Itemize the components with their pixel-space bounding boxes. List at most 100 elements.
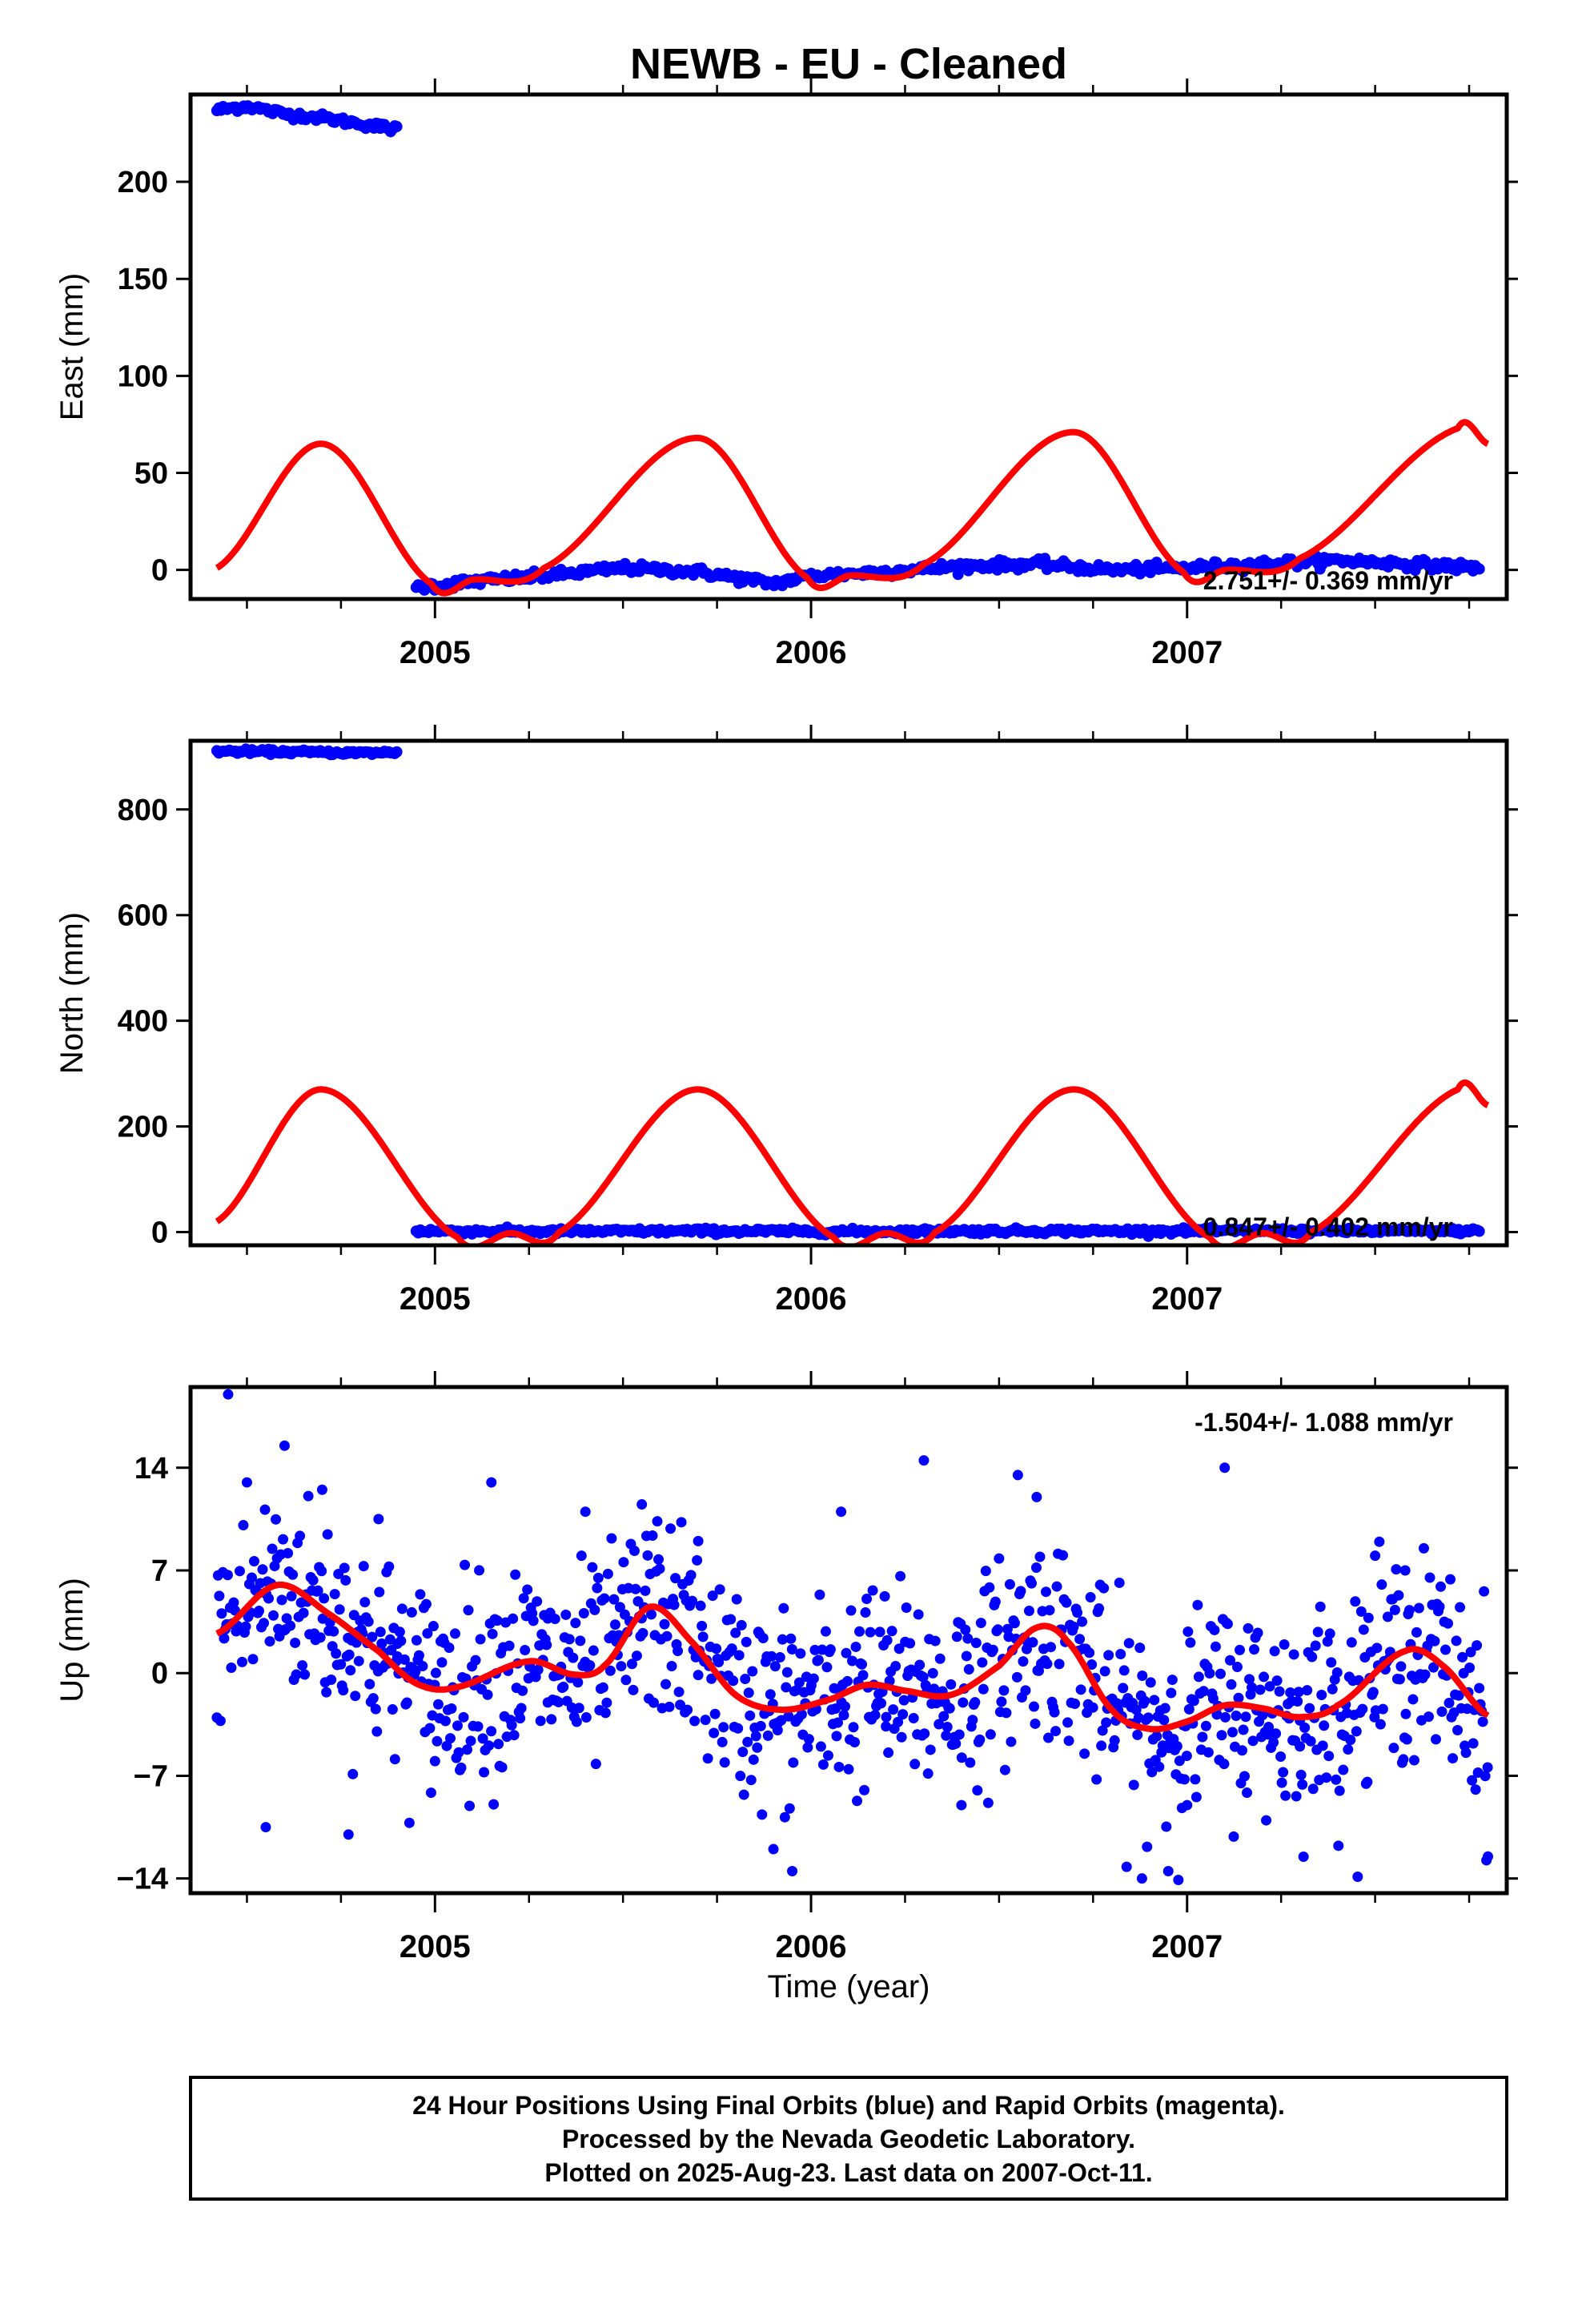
- data-point: [1278, 1767, 1289, 1778]
- data-point: [1457, 1651, 1468, 1663]
- data-point: [1209, 1624, 1220, 1635]
- data-point: [998, 1685, 1010, 1696]
- panel-frame: [188, 92, 1509, 601]
- data-point: [564, 1634, 575, 1645]
- data-point: [404, 1817, 415, 1828]
- data-point: [626, 1659, 637, 1670]
- data-point: [576, 1550, 587, 1562]
- data-point: [861, 1594, 873, 1605]
- data-point: [954, 1729, 965, 1740]
- data-point: [978, 1683, 989, 1695]
- data-point: [609, 1619, 620, 1630]
- data-point: [452, 1720, 463, 1731]
- data-point: [1389, 1604, 1400, 1615]
- data-point: [860, 1607, 871, 1618]
- x-tick-label-up: 2007: [1151, 1929, 1223, 1964]
- data-point: [990, 1596, 1001, 1607]
- data-point: [778, 1602, 789, 1614]
- data-point: [967, 1715, 978, 1726]
- data-point: [774, 1652, 785, 1663]
- data-point: [387, 1704, 398, 1715]
- data-point: [1321, 1772, 1332, 1783]
- data-point: [456, 1762, 467, 1773]
- data-point: [1219, 1759, 1230, 1770]
- data-point: [994, 1553, 1005, 1564]
- data-point: [600, 1707, 611, 1719]
- data-point: [604, 1665, 616, 1676]
- data-point: [648, 1697, 660, 1708]
- data-point: [661, 1679, 672, 1690]
- data-point: [927, 1667, 938, 1679]
- data-point: [541, 1639, 552, 1651]
- data-point: [788, 1757, 799, 1768]
- data-point: [1227, 1727, 1238, 1738]
- rate-label-up: -1.504+/- 1.088 mm/yr: [1195, 1408, 1453, 1437]
- data-point: [1452, 1724, 1464, 1735]
- model-curve: [215, 1079, 1490, 1245]
- data-point: [1087, 1702, 1098, 1713]
- data-point: [725, 1614, 737, 1625]
- data-point: [214, 1590, 225, 1602]
- data-point: [1197, 1731, 1208, 1743]
- data-point: [319, 1593, 330, 1604]
- data-point: [1109, 1735, 1120, 1746]
- data-point: [1310, 1640, 1321, 1651]
- data-point: [449, 1628, 460, 1639]
- data-point: [962, 1633, 974, 1644]
- data-point: [838, 1710, 849, 1721]
- data-point: [1023, 1605, 1034, 1616]
- data-point: [1411, 1626, 1422, 1638]
- data-point: [1072, 1607, 1083, 1618]
- data-point: [974, 1734, 986, 1745]
- data-point: [982, 1797, 994, 1808]
- data-point: [222, 1570, 233, 1581]
- data-point: [1188, 1695, 1199, 1707]
- data-point: [528, 1615, 539, 1626]
- data-point: [673, 1687, 685, 1698]
- data-point: [1231, 1710, 1242, 1721]
- data-point: [1407, 1694, 1419, 1705]
- data-point: [364, 1679, 375, 1690]
- data-point: [1268, 1737, 1279, 1748]
- data-point: [726, 1643, 737, 1655]
- data-point: [802, 1742, 813, 1753]
- data-point: [1401, 1734, 1412, 1745]
- data-point: [781, 1682, 792, 1693]
- data-point: [1324, 1628, 1335, 1639]
- data-point: [359, 1597, 371, 1608]
- data-point: [942, 1722, 953, 1733]
- data-point: [1351, 1726, 1362, 1737]
- data-point: [1002, 1623, 1013, 1634]
- data-point: [472, 1721, 484, 1732]
- data-point: [1137, 1671, 1148, 1682]
- data-point: [676, 1517, 687, 1528]
- data-point: [865, 1626, 876, 1638]
- data-point: [298, 1607, 309, 1618]
- data-point: [1395, 1661, 1407, 1672]
- data-point: [592, 1582, 603, 1594]
- data-point: [549, 1614, 560, 1625]
- data-point: [620, 1675, 632, 1686]
- data-point: [1455, 1602, 1466, 1613]
- data-point: [440, 1715, 451, 1727]
- data-point: [279, 1440, 290, 1451]
- data-point: [287, 1569, 299, 1580]
- data-point: [1094, 1603, 1105, 1614]
- data-point: [1243, 1622, 1254, 1634]
- data-point: [1291, 1791, 1302, 1802]
- data-point: [373, 1514, 384, 1525]
- data-point: [859, 1784, 870, 1795]
- data-point: [241, 1477, 252, 1488]
- data-point: [328, 1626, 339, 1637]
- data-point: [575, 1635, 586, 1647]
- data-point: [285, 1620, 296, 1631]
- data-point: [822, 1750, 833, 1761]
- data-point: [653, 1554, 665, 1565]
- data-point: [1472, 1640, 1483, 1651]
- data-point: [1480, 1771, 1491, 1782]
- data-point: [383, 1561, 395, 1572]
- data-point: [1473, 563, 1485, 575]
- x-axis-label: Time (year): [768, 1969, 930, 2004]
- data-point: [479, 1767, 490, 1778]
- data-point: [850, 1641, 861, 1652]
